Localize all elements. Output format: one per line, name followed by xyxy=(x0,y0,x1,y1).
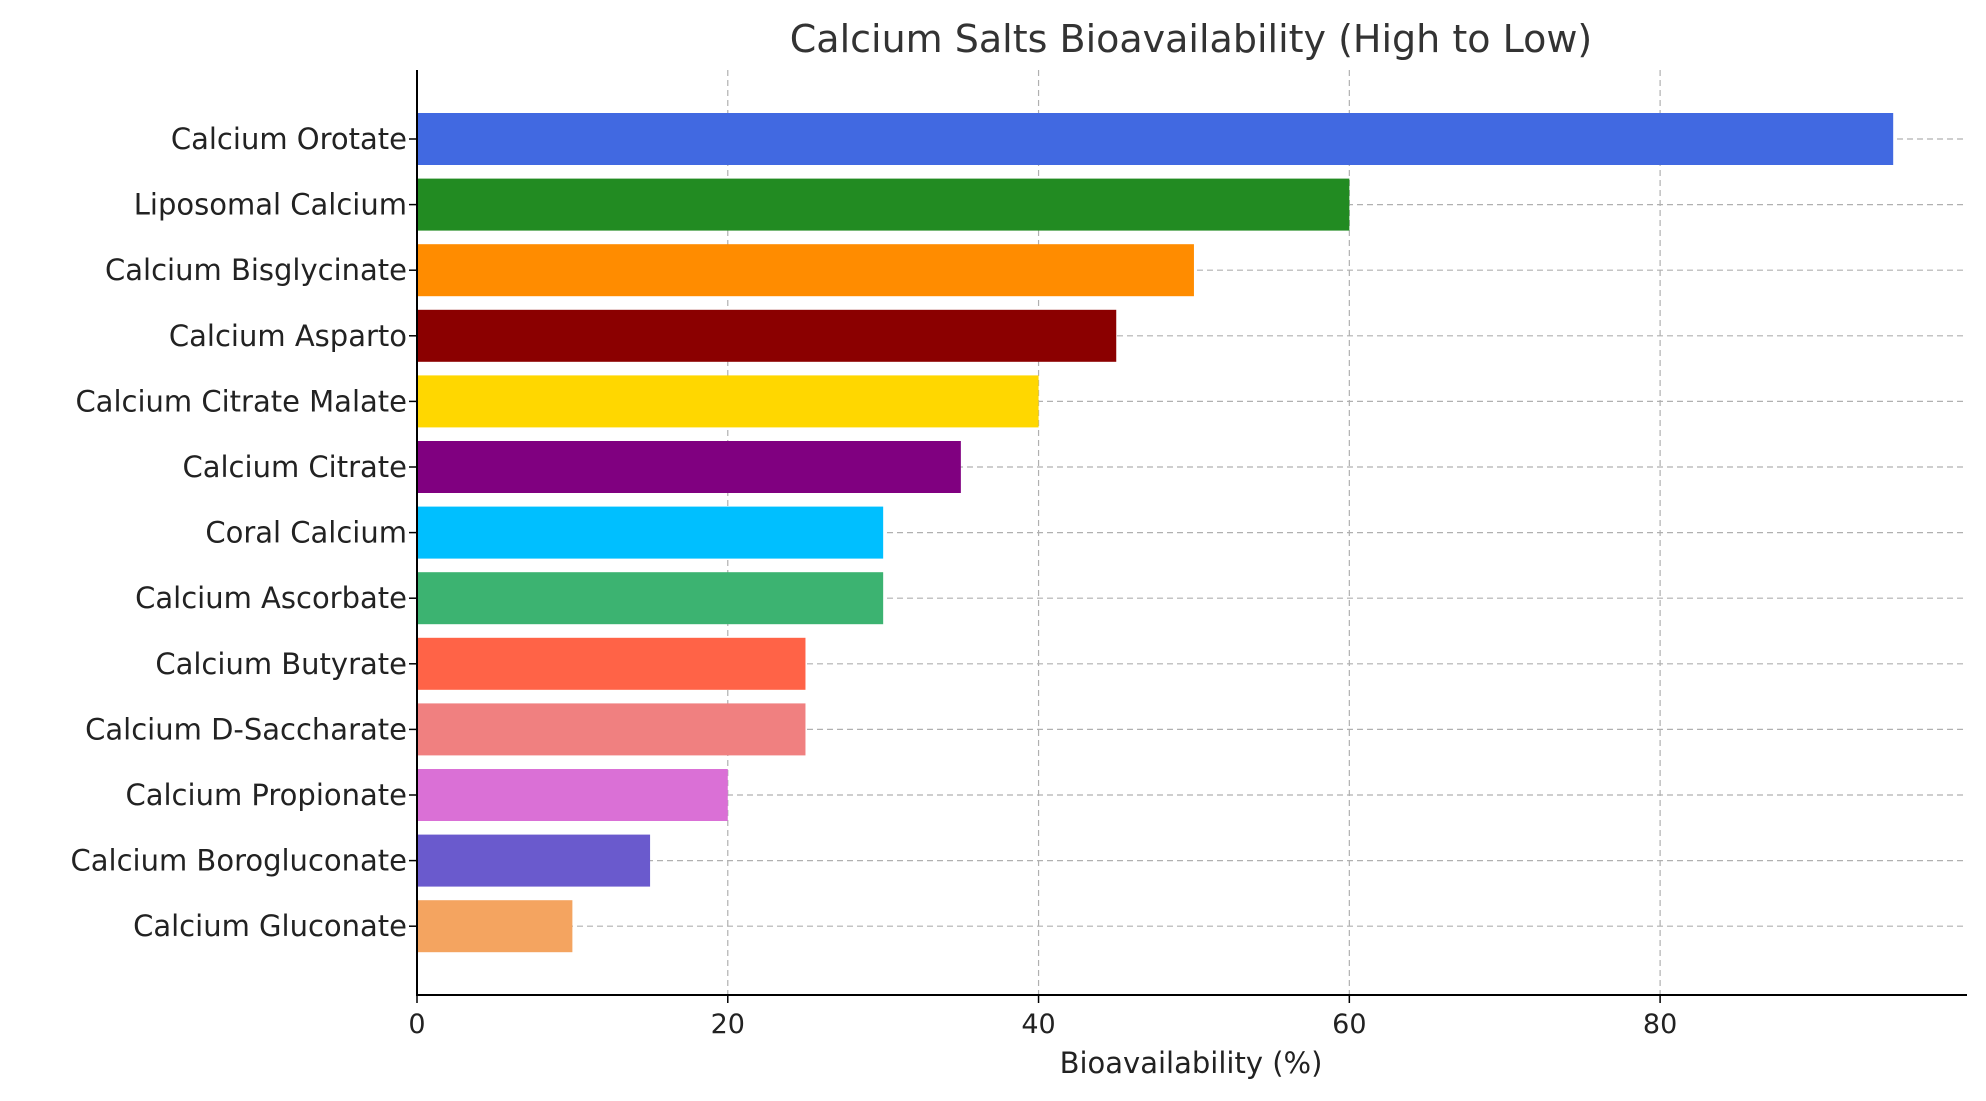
bar xyxy=(417,441,961,493)
bar xyxy=(417,244,1194,297)
bar xyxy=(417,900,573,953)
bar xyxy=(417,572,884,625)
y-tick-label: Coral Calcium xyxy=(205,516,407,550)
y-tick-label: Calcium Bisglycinate xyxy=(105,253,407,287)
y-tick-label: Calcium Borogluconate xyxy=(71,844,408,878)
bar xyxy=(417,178,1350,231)
y-tick-label: Calcium Gluconate xyxy=(133,909,407,943)
y-tick-label: Calcium Citrate xyxy=(182,450,407,484)
bar xyxy=(417,637,806,690)
bar xyxy=(417,309,1117,362)
y-tick-label: Calcium Ascorbate xyxy=(135,581,407,615)
chart-title: Calcium Salts Bioavailability (High to L… xyxy=(790,17,1592,61)
y-tick-labels: Calcium Orotate Liposomal Calcium Calcium … xyxy=(71,122,417,943)
y-tick-label: Calcium Propionate xyxy=(125,778,407,812)
bar xyxy=(417,375,1039,428)
x-tick-label: 80 xyxy=(1643,1009,1677,1040)
y-tick-label: Liposomal Calcium xyxy=(134,188,407,222)
bar xyxy=(417,834,651,887)
bar xyxy=(417,506,884,559)
y-tick-label: Calcium D-Saccharate xyxy=(85,712,407,746)
x-ticks: 0 20 40 60 80 xyxy=(408,995,1677,1040)
bar xyxy=(417,113,1894,165)
bar xyxy=(417,703,806,756)
x-tick-label: 40 xyxy=(1021,1009,1055,1040)
x-tick-label: 0 xyxy=(408,1009,425,1040)
y-tick-label: Calcium Orotate xyxy=(171,122,407,156)
y-tick-label: Calcium Citrate Malate xyxy=(75,384,407,418)
bar xyxy=(417,769,728,821)
y-tick-label: Calcium Asparto xyxy=(169,319,407,353)
bars xyxy=(417,113,1894,953)
x-tick-label: 20 xyxy=(711,1009,745,1040)
x-axis-label: Bioavailability (%) xyxy=(1060,1046,1323,1080)
y-tick-label: Calcium Butyrate xyxy=(155,647,407,681)
x-tick-label: 60 xyxy=(1332,1009,1366,1040)
